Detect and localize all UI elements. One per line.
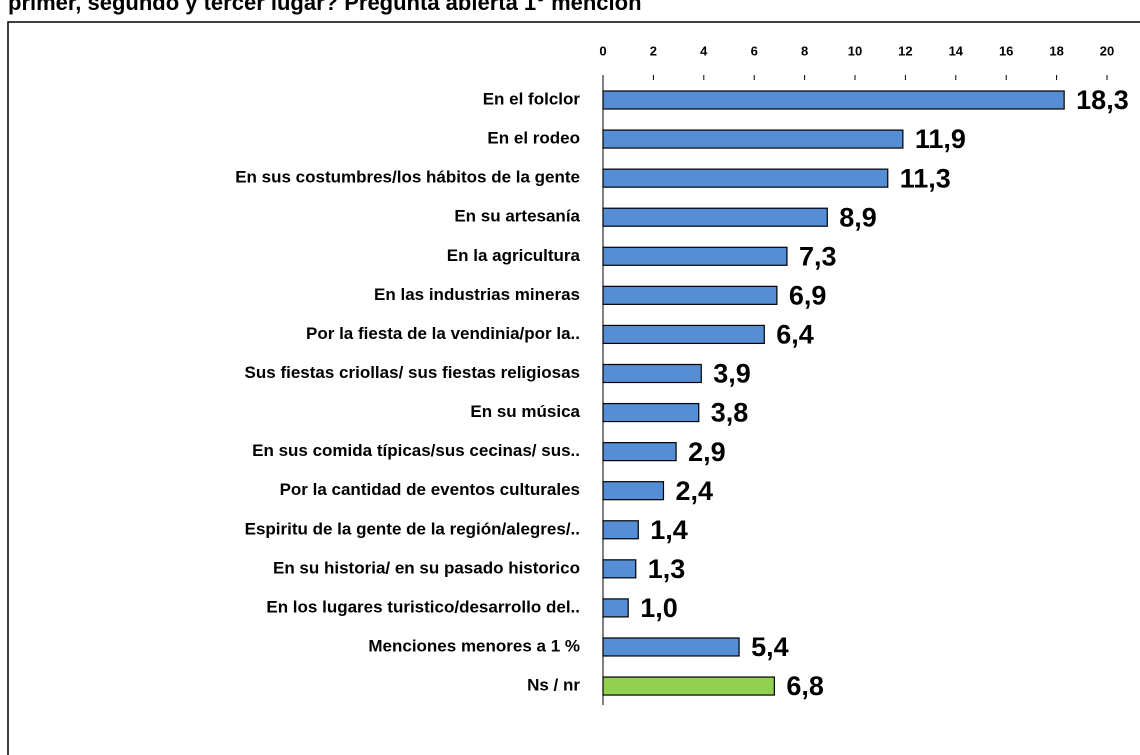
- x-tick-label: 8: [801, 43, 808, 58]
- value-label: 8,9: [839, 202, 877, 232]
- bar: [602, 324, 765, 345]
- y-tick-label: En su historia/ en su pasado historico: [273, 558, 580, 577]
- x-tick-label: 18: [1049, 43, 1063, 58]
- bar: [602, 637, 740, 657]
- bar: [602, 90, 1065, 110]
- x-tick-label: 16: [999, 43, 1013, 58]
- y-tick-label: Menciones menores a 1 %: [368, 636, 580, 655]
- x-tick-label: 20: [1100, 43, 1114, 58]
- bar: [602, 285, 778, 305]
- y-tick-label: En sus comida típicas/sus cecinas/ sus..: [252, 441, 580, 460]
- value-label: 1,3: [648, 554, 686, 584]
- bar: [602, 442, 677, 462]
- y-tick-label: En la agricultura: [447, 246, 581, 265]
- value-label: 2,4: [675, 476, 713, 506]
- value-label: 1,0: [640, 593, 678, 623]
- bar: [602, 598, 629, 618]
- value-label: 3,9: [713, 359, 751, 389]
- y-tick-label: En las industrias mineras: [374, 285, 580, 304]
- chart-title: primer, segundo y tercer lugar? Pregunta…: [8, 0, 642, 15]
- x-tick-label: 14: [949, 43, 964, 58]
- y-tick-label: Por la cantidad de eventos culturales: [280, 480, 580, 499]
- y-tick-label: En el folclor: [483, 89, 581, 108]
- bar: [602, 520, 639, 540]
- y-tick-label: Por la fiesta de la vendinia/por la..: [306, 324, 580, 343]
- x-tick-label: 6: [751, 43, 758, 58]
- bar: [602, 246, 788, 266]
- value-label: 5,4: [751, 632, 789, 662]
- bar: [602, 363, 702, 384]
- y-tick-label: En su música: [470, 402, 580, 421]
- value-label: 18,3: [1076, 85, 1129, 115]
- y-tick-label: En sus costumbres/los hábitos de la gent…: [235, 168, 580, 187]
- bar: [602, 402, 700, 423]
- y-tick-label: En los lugares turistico/desarrollo del.…: [266, 597, 580, 616]
- bar: [602, 129, 904, 149]
- value-label: 11,9: [915, 124, 966, 154]
- value-label: 6,9: [789, 280, 827, 310]
- chart-frame: [7, 21, 1140, 755]
- bar: [602, 168, 889, 188]
- bar: [602, 481, 665, 501]
- value-label: 3,8: [711, 398, 749, 428]
- value-label: 6,4: [776, 320, 814, 350]
- y-tick-label: Espiritu de la gente de la región/alegre…: [245, 519, 580, 538]
- y-tick-label: En el rodeo: [487, 129, 580, 148]
- value-label: 6,8: [786, 671, 824, 701]
- value-label: 7,3: [799, 241, 837, 271]
- bar: [602, 207, 828, 227]
- y-tick-label: Sus fiestas criollas/ sus fiestas religi…: [245, 363, 580, 382]
- bar: [602, 559, 637, 579]
- value-label: 1,4: [650, 515, 688, 545]
- y-tick-label: En su artesanía: [454, 207, 580, 226]
- x-tick-label: 4: [700, 43, 708, 58]
- x-tick-label: 10: [848, 43, 862, 58]
- x-tick-label: 2: [650, 43, 657, 58]
- y-tick-label: Ns / nr: [527, 676, 580, 695]
- x-tick-label: 12: [898, 43, 912, 58]
- value-label: 2,9: [688, 437, 726, 467]
- x-tick-label: 0: [599, 43, 606, 58]
- value-label: 11,3: [900, 163, 951, 193]
- bar: [602, 676, 775, 696]
